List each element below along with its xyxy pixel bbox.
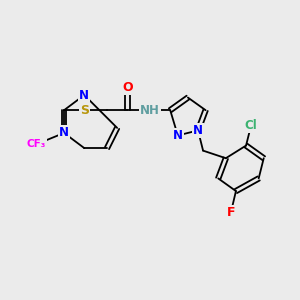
Text: O: O: [122, 81, 133, 94]
Text: CF₃: CF₃: [27, 139, 46, 149]
Text: N: N: [79, 88, 89, 101]
Text: NH: NH: [140, 104, 160, 117]
Text: F: F: [226, 206, 235, 219]
Text: N: N: [59, 126, 69, 140]
Text: N: N: [193, 124, 203, 137]
Text: S: S: [80, 104, 89, 117]
Text: N: N: [173, 129, 183, 142]
Text: Cl: Cl: [245, 119, 257, 132]
